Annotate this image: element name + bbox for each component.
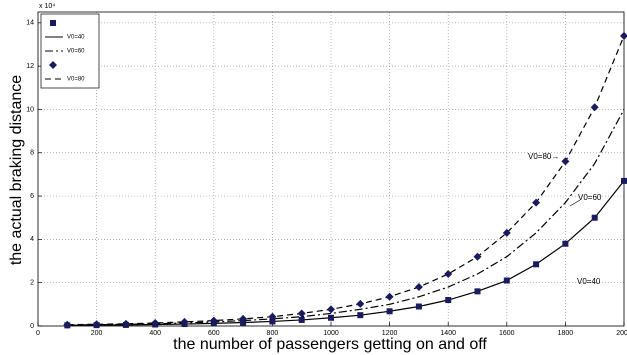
marker — [50, 20, 56, 26]
marker — [356, 299, 365, 308]
marker — [620, 31, 627, 40]
y-tick-label: 2 — [30, 280, 34, 287]
marker — [327, 305, 335, 314]
marker — [49, 61, 57, 69]
series-line — [67, 180, 625, 326]
marker — [502, 228, 511, 237]
marker — [121, 319, 130, 328]
y-tick-label: 14 — [26, 20, 34, 27]
marker — [444, 270, 453, 279]
marker — [474, 288, 481, 295]
y-tick-label: 8 — [30, 150, 34, 157]
marker — [532, 198, 541, 207]
marker — [621, 177, 627, 184]
marker — [445, 297, 452, 304]
marker — [503, 277, 510, 284]
y-tick-label: 6 — [30, 193, 34, 200]
marker — [561, 157, 570, 166]
annotation-leader — [569, 199, 581, 207]
x-tick-label: 1400 — [440, 330, 456, 337]
y-tick-label: 12 — [26, 63, 34, 70]
y-tick-label: 0 — [30, 323, 34, 330]
x-tick-label: 200 — [91, 330, 103, 337]
annotation: V0=80→ — [528, 152, 559, 161]
marker — [415, 303, 422, 310]
legend-label: V0=80 — [67, 77, 85, 83]
plot-frame — [37, 11, 625, 327]
marker — [562, 240, 569, 247]
x-tick-label: 1200 — [382, 330, 398, 337]
marker — [357, 312, 364, 319]
x-tick-label: 0 — [36, 330, 40, 337]
series-line — [67, 35, 625, 326]
y-tick-label: 10 — [26, 106, 34, 113]
marker — [239, 314, 248, 323]
marker — [63, 320, 72, 329]
legend: V0=40 V0=60 V0=80 — [40, 13, 100, 89]
legend-label: V0=60 — [67, 49, 85, 55]
marker — [209, 316, 218, 325]
marker — [473, 252, 482, 261]
annotation: V0=60 — [578, 193, 602, 202]
y-multiplier: x 10⁴ — [39, 3, 55, 10]
legend-label: V0=40 — [67, 35, 85, 41]
marker — [92, 320, 101, 329]
marker — [328, 314, 334, 321]
x-axis-label: the number of passengers getting on and … — [173, 336, 487, 353]
x-tick-label: 1000 — [323, 330, 339, 337]
marker — [386, 308, 393, 315]
marker — [268, 312, 277, 321]
x-tick-label: 400 — [149, 330, 161, 337]
x-tick-label: 1800 — [558, 330, 574, 337]
marker — [297, 309, 306, 318]
marker — [414, 283, 423, 292]
marker — [180, 317, 189, 326]
marker — [533, 261, 540, 268]
marker — [269, 318, 276, 325]
marker — [590, 103, 599, 112]
marker — [298, 316, 305, 323]
y-axis-label: the actual braking distance — [8, 75, 25, 265]
x-tick-label: 1600 — [499, 330, 515, 337]
annotation: V0=40 — [577, 277, 601, 286]
marker — [591, 214, 598, 221]
x-tick-label: 800 — [267, 330, 279, 337]
marker — [151, 318, 160, 327]
series-line — [67, 109, 625, 326]
marker — [385, 292, 394, 301]
x-tick-label: 600 — [208, 330, 220, 337]
y-tick-label: 4 — [30, 236, 34, 243]
